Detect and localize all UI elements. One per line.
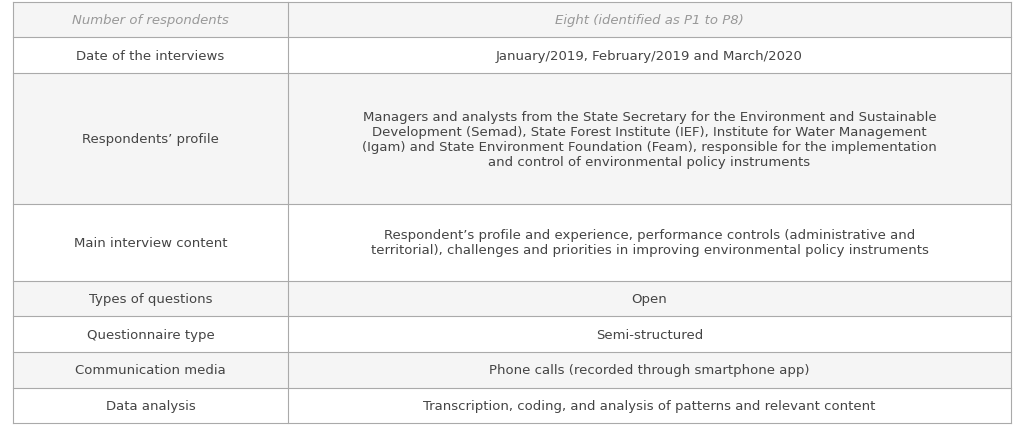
Text: Data analysis: Data analysis [105, 399, 196, 412]
Text: Managers and analysts from the State Secretary for the Environment and Sustainab: Managers and analysts from the State Sec… [362, 110, 937, 168]
Text: Types of questions: Types of questions [89, 292, 212, 305]
Text: Questionnaire type: Questionnaire type [87, 328, 214, 341]
Text: Date of the interviews: Date of the interviews [77, 49, 224, 63]
Bar [13, 204, 1011, 281]
Bar [13, 281, 1011, 317]
Bar [13, 74, 1011, 204]
Text: Number of respondents: Number of respondents [72, 14, 228, 27]
Text: Phone calls (recorded through smartphone app): Phone calls (recorded through smartphone… [489, 363, 810, 377]
Text: Communication media: Communication media [75, 363, 226, 377]
Text: Open: Open [632, 292, 668, 305]
Text: Semi-structured: Semi-structured [596, 328, 703, 341]
Text: January/2019, February/2019 and March/2020: January/2019, February/2019 and March/20… [496, 49, 803, 63]
Bar [13, 3, 1011, 38]
Text: Eight (identified as P1 to P8): Eight (identified as P1 to P8) [555, 14, 743, 27]
Text: Main interview content: Main interview content [74, 236, 227, 249]
Text: Respondent’s profile and experience, performance controls (administrative and
te: Respondent’s profile and experience, per… [371, 229, 929, 257]
Bar [13, 388, 1011, 423]
Text: Respondents’ profile: Respondents’ profile [82, 133, 219, 146]
Bar [13, 317, 1011, 352]
Bar [13, 38, 1011, 74]
Bar [13, 352, 1011, 388]
Text: Transcription, coding, and analysis of patterns and relevant content: Transcription, coding, and analysis of p… [423, 399, 876, 412]
